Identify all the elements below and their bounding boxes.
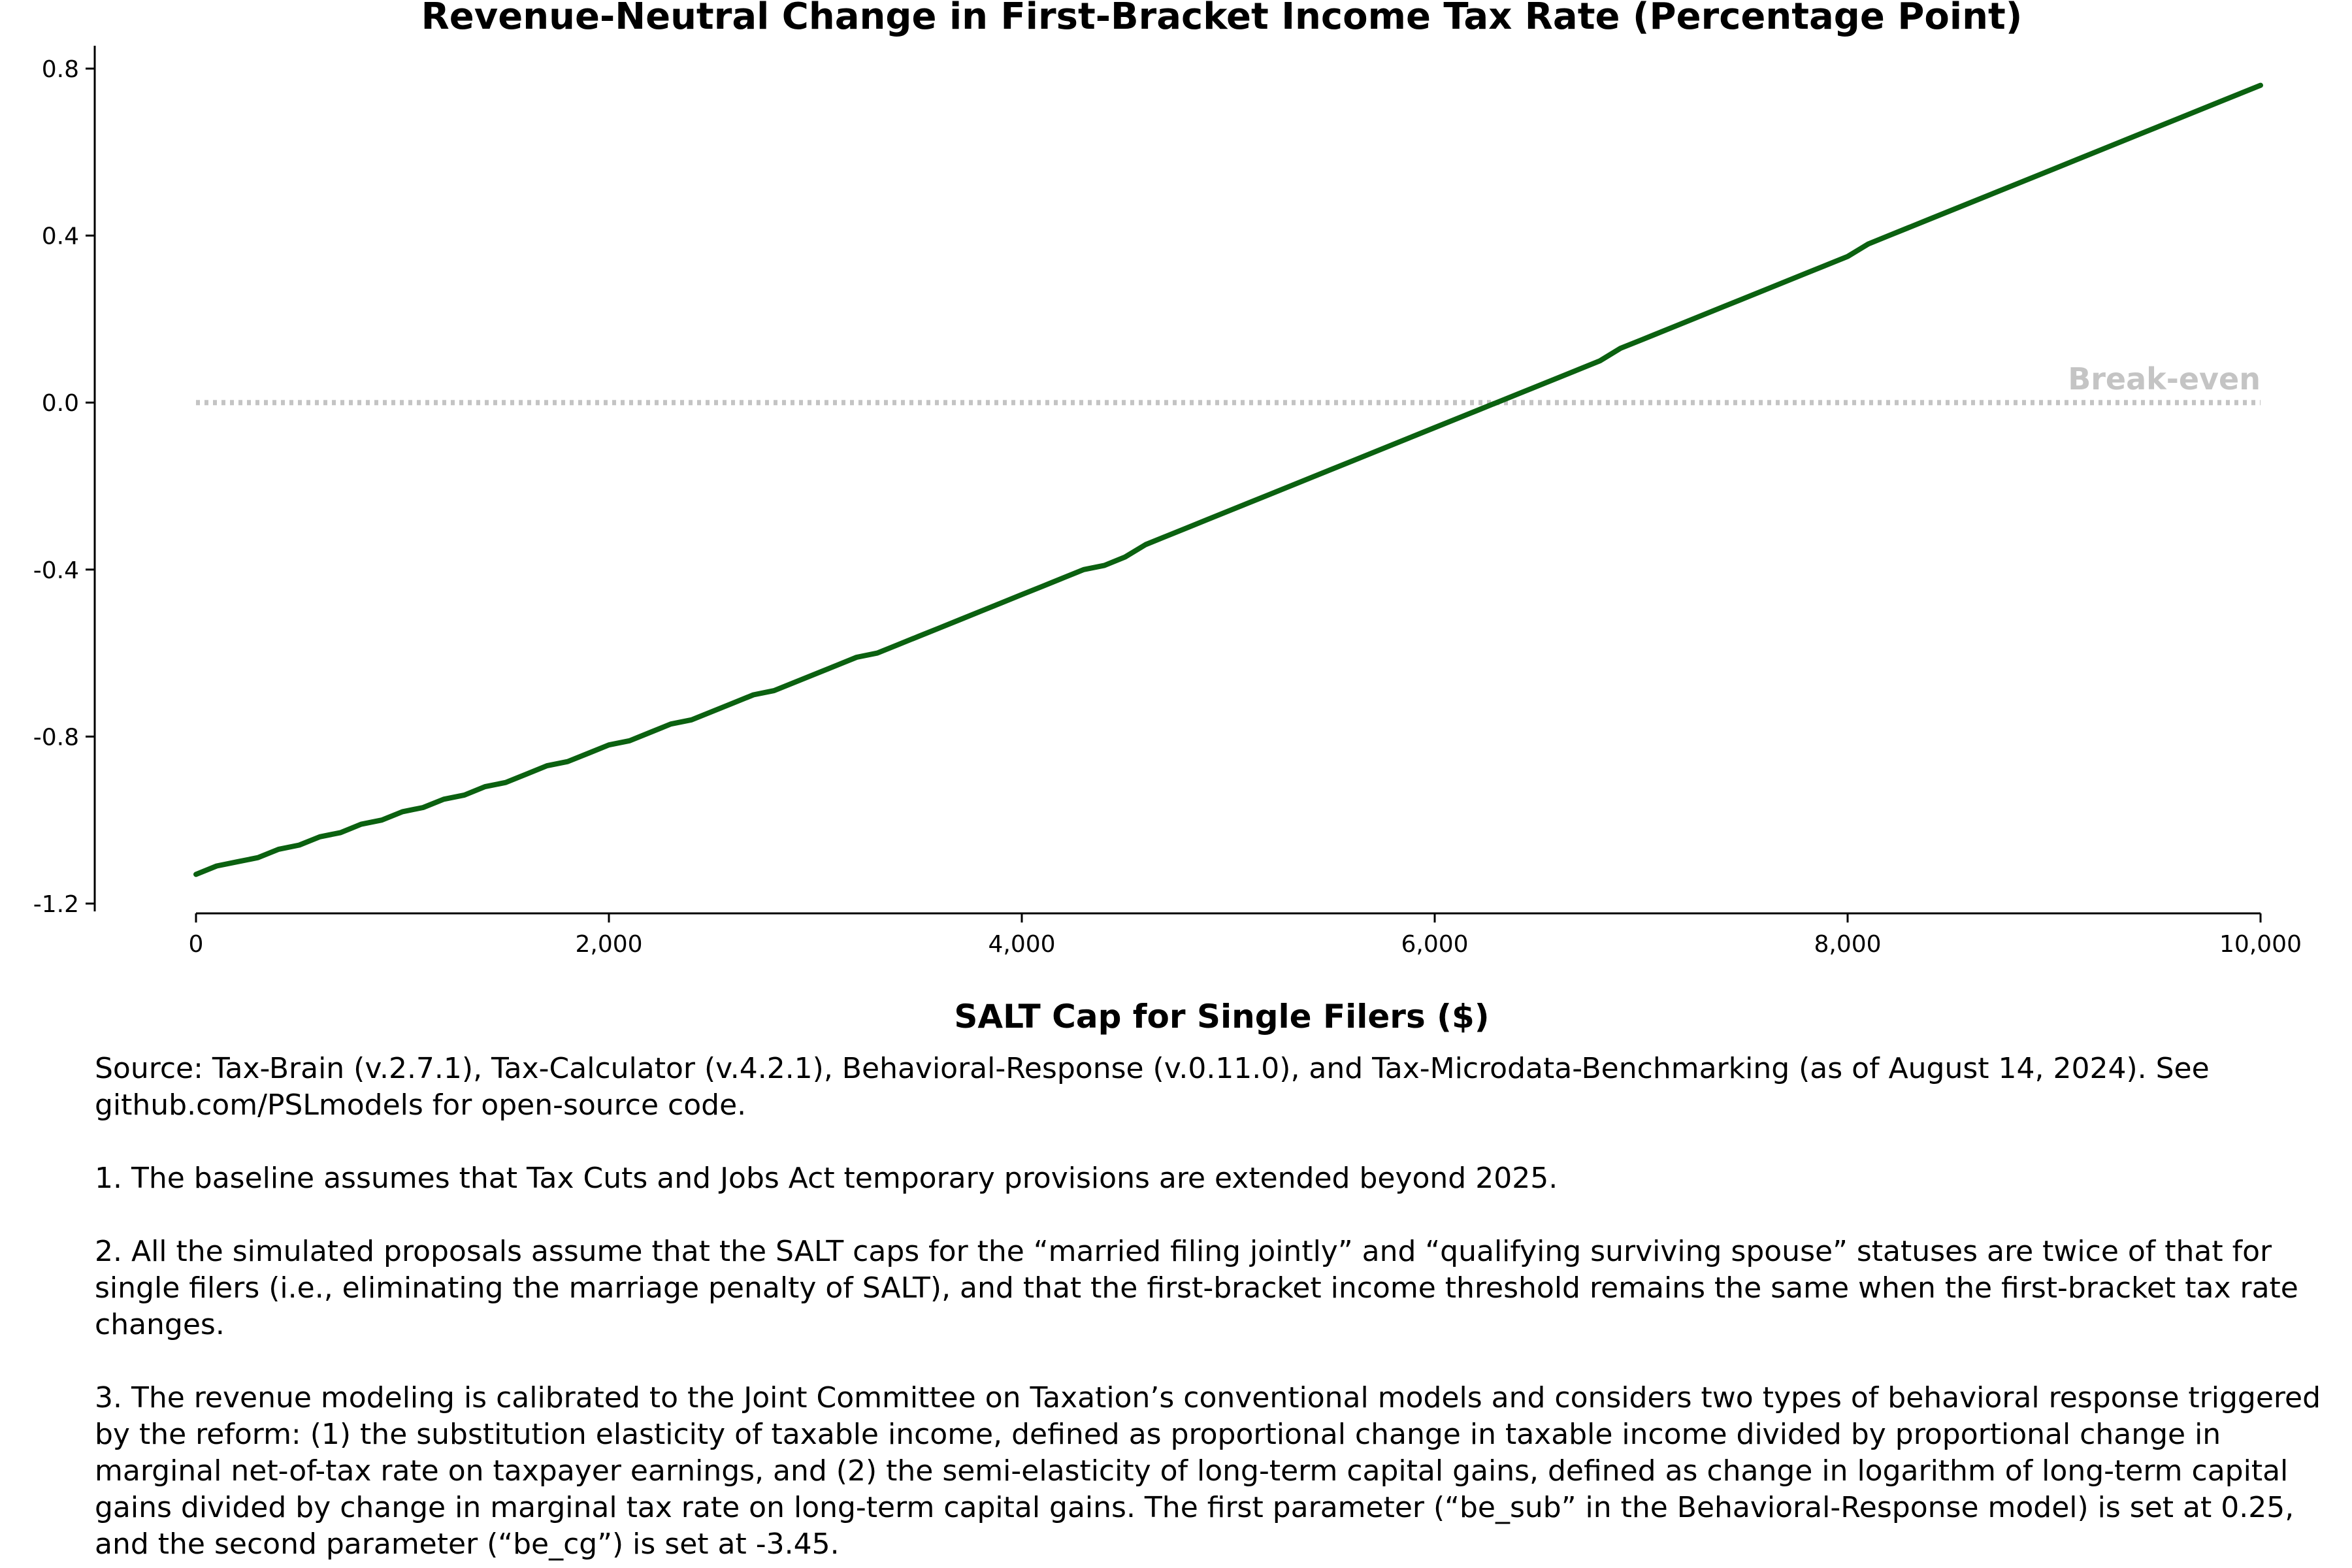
- y-tick-label: 0.0: [42, 390, 79, 417]
- notes-section: Source: Tax-Brain (v.2.7.1), Tax-Calcula…: [95, 1051, 2342, 1563]
- break-even-reference: Break-even: [196, 361, 2261, 406]
- y-tick-label: 0.4: [42, 223, 79, 250]
- x-tick-label: 6,000: [1401, 931, 1468, 958]
- series-layer: [193, 82, 2263, 877]
- x-tick-label: 2,000: [575, 931, 642, 958]
- y-tick-label: -0.4: [33, 557, 79, 584]
- x-tick-label: 0: [189, 931, 204, 958]
- y-tick-label: -1.2: [33, 891, 79, 918]
- x-tick-label: 10,000: [2219, 931, 2302, 958]
- series-line-0: [193, 82, 2263, 877]
- chart-title: Revenue-Neutral Change in First-Bracket …: [421, 0, 2023, 38]
- source-note: Source: Tax-Brain (v.2.7.1), Tax-Calcula…: [95, 1052, 2210, 1122]
- x-axis-label: SALT Cap for Single Filers ($): [954, 998, 1489, 1036]
- axes: 0.8 0.4 0.0 -0.4 -0.8 -1.2 0 2,000 4,000 6,000 8,0…: [33, 46, 2302, 958]
- footnote-1: 1. The baseline assumes that Tax Cuts an…: [95, 1162, 1558, 1195]
- y-tick-label: -0.8: [33, 724, 79, 751]
- x-tick-label: 4,000: [988, 931, 1055, 958]
- line-chart: Revenue-Neutral Change in First-Bracket …: [33, 0, 2302, 1036]
- break-even-label: Break-even: [2068, 361, 2261, 397]
- x-tick-label: 8,000: [1814, 931, 1881, 958]
- footnote-2: 2. All the simulated proposals assume th…: [95, 1235, 2298, 1341]
- y-tick-label: 0.8: [42, 56, 79, 83]
- footnote-3: 3. The revenue modeling is calibrated to…: [95, 1381, 2321, 1561]
